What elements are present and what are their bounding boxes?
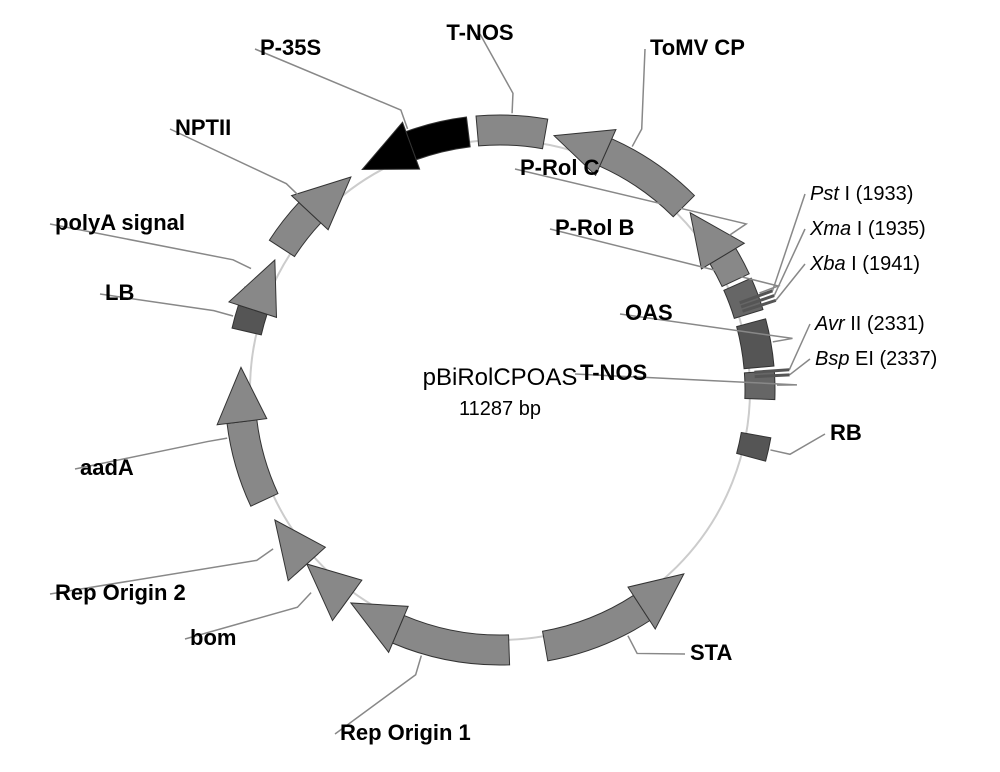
site-label: Xba I (1941) — [809, 253, 920, 275]
site-tick — [755, 375, 790, 377]
feature-label: Rep Origin 2 — [55, 580, 186, 605]
feature-label: ToMV CP — [650, 35, 745, 60]
plasmid-size: 11287 bp — [459, 398, 541, 420]
connector — [770, 434, 825, 454]
feature-label: P-Rol B — [555, 215, 634, 240]
site-label: Xma I (1935) — [809, 218, 926, 240]
connector — [632, 49, 645, 147]
plasmid-name: pBiRolCPOAS — [423, 364, 578, 391]
feature-label: STA — [690, 640, 732, 665]
feature-label: NPTII — [175, 115, 231, 140]
feature-sta — [543, 574, 684, 661]
feature-polya-signal — [229, 260, 277, 317]
feature-label: LB — [105, 280, 134, 305]
site-label: Bsp EI (2337) — [815, 348, 937, 370]
feature-aada — [217, 367, 278, 506]
site-label: Pst I (1933) — [810, 183, 913, 205]
feature-label: P-Rol C — [520, 155, 600, 180]
site-connector — [789, 324, 810, 370]
connector — [628, 636, 685, 654]
feature-label: bom — [190, 625, 236, 650]
feature-bom — [307, 564, 362, 621]
feature-label: OAS — [625, 300, 673, 325]
feature-p-35s — [362, 117, 470, 169]
feature-t-nos — [476, 115, 548, 149]
feature-label: T-NOS — [446, 20, 513, 45]
connector — [255, 49, 408, 129]
feature-label: Rep Origin 1 — [340, 720, 471, 745]
site-tick — [754, 370, 789, 372]
feature-label: T-NOS — [580, 360, 647, 385]
feature-label: polyA signal — [55, 210, 185, 235]
feature-label: P-35S — [260, 35, 321, 60]
site-label: Avr II (2331) — [814, 313, 925, 335]
site-connector — [773, 194, 805, 291]
feature-rep-origin-1 — [351, 603, 510, 665]
connector — [480, 34, 513, 113]
feature-p-rol-c — [690, 213, 749, 287]
feature-label: aadA — [80, 455, 134, 480]
feature-label: RB — [830, 420, 862, 445]
feature-nptii — [269, 177, 351, 257]
feature-oas — [737, 319, 774, 369]
